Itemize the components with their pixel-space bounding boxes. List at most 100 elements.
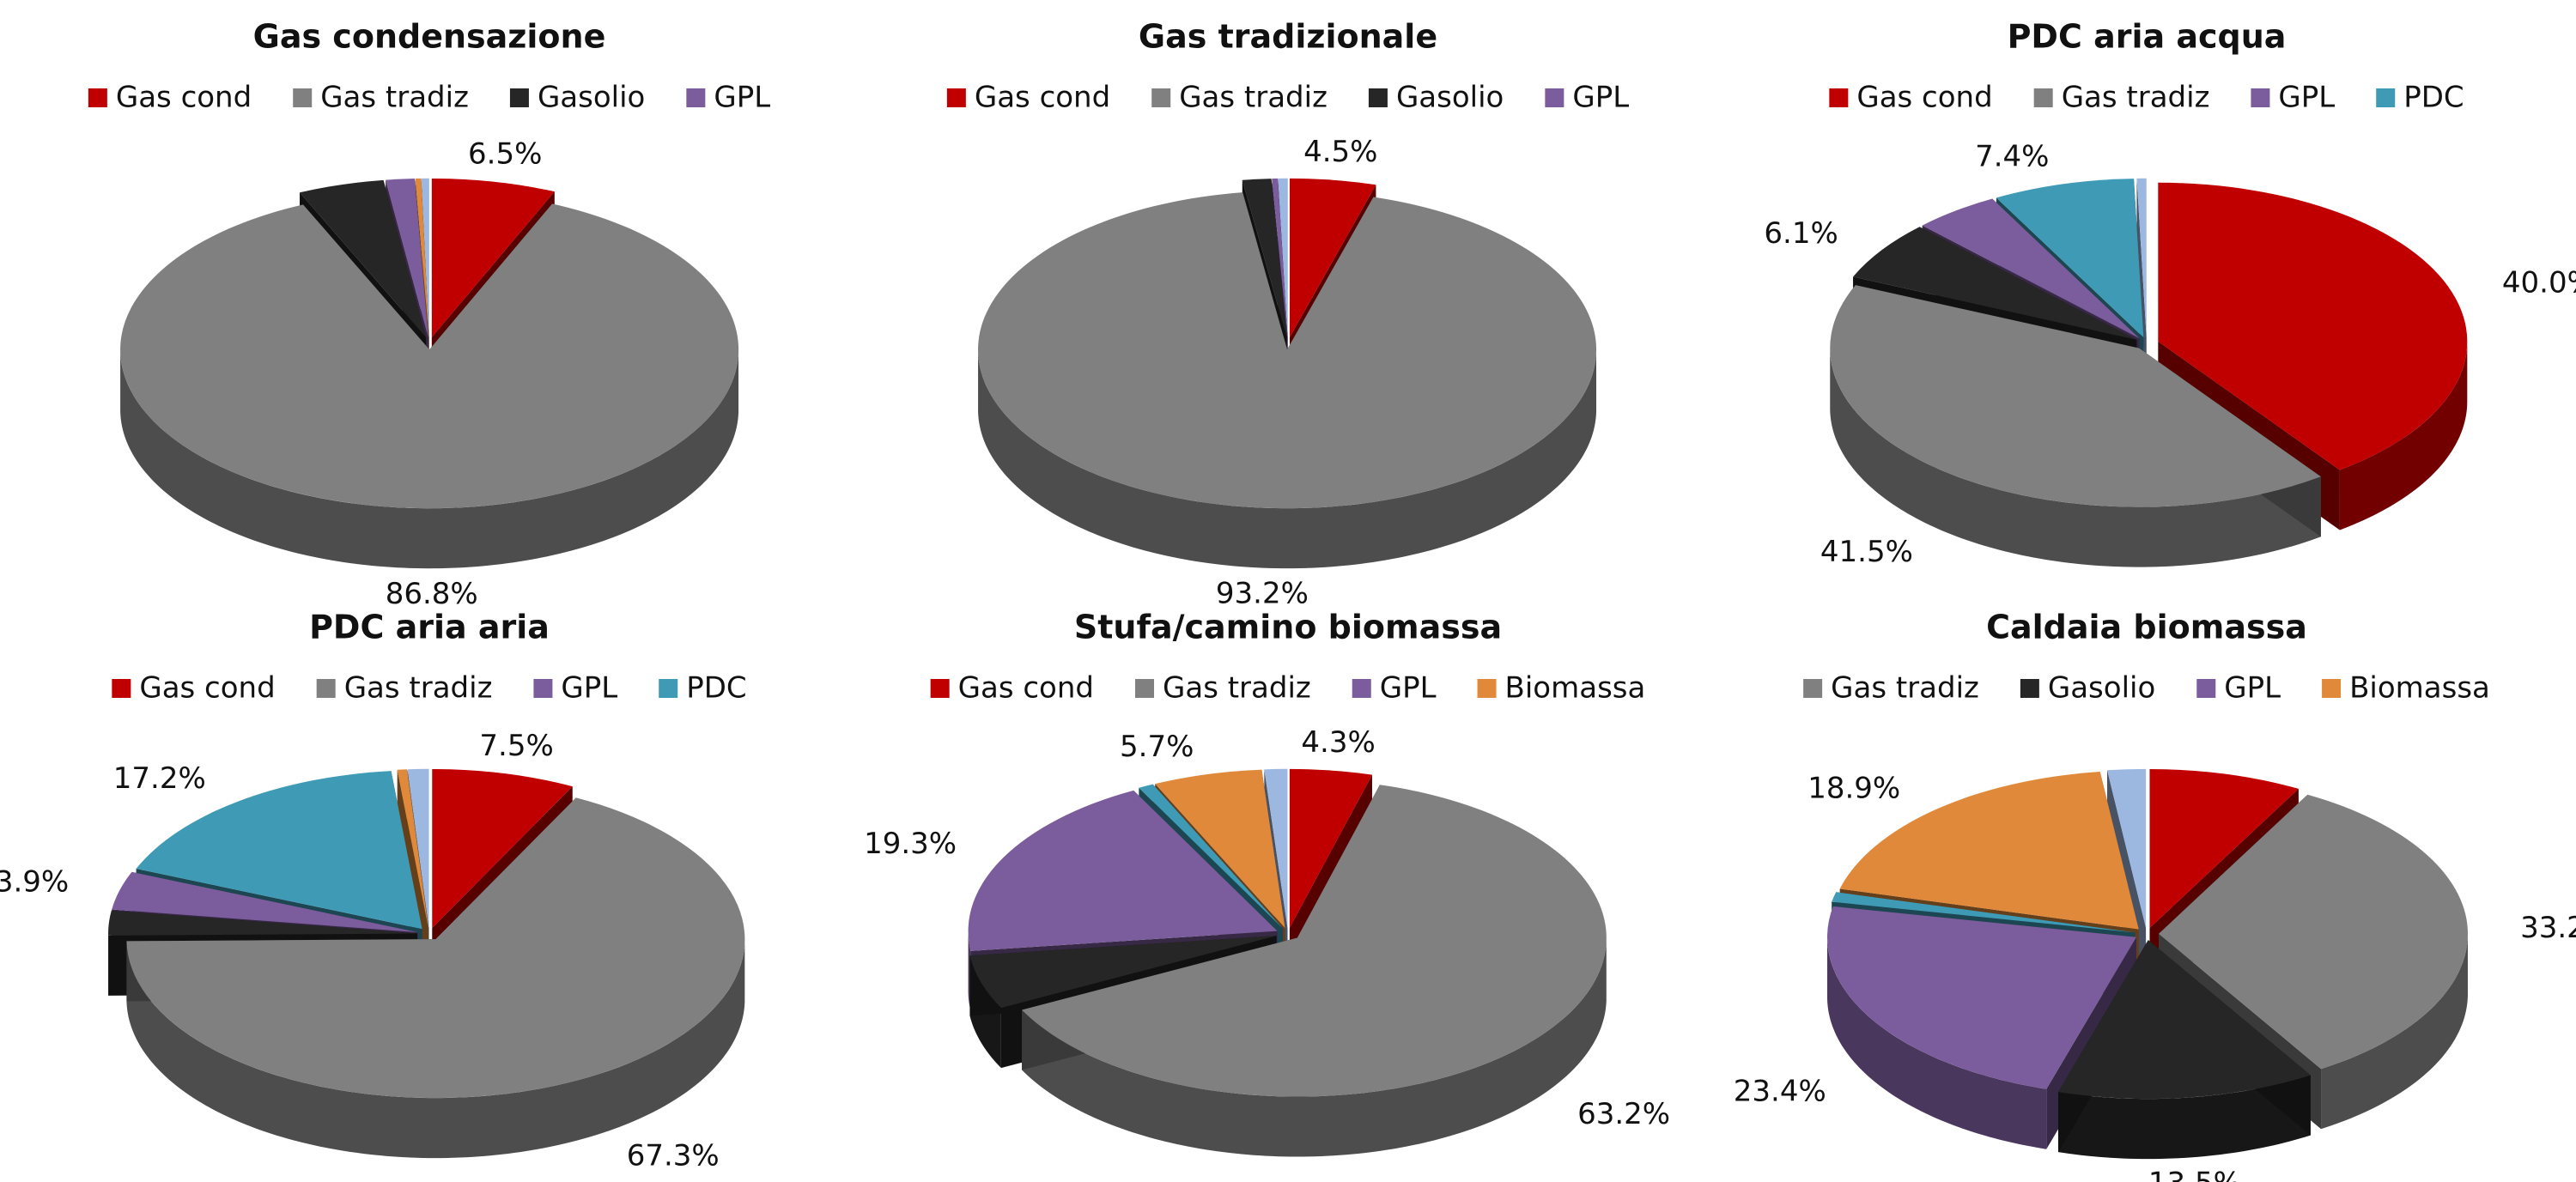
legend-label: Gas cond [139,671,275,706]
slice-side [1022,940,1607,1157]
slice [1996,179,2144,338]
pie-tops [978,178,1597,509]
legend: Gas cond Gas tradiz GPL Biomassa [930,671,1646,706]
legend-label: GPL [2224,671,2281,706]
slice [126,797,745,1099]
legend-label: GPL [561,671,617,706]
slice [1278,178,1288,337]
slice [120,203,739,509]
slice-side [1826,937,2047,1149]
slice [1022,785,1607,1097]
legend-swatch [2376,88,2396,107]
data-label: 3.9% [0,864,69,899]
chart-title: Gas tradizionale [1139,18,1437,56]
data-label: 4.3% [1301,725,1375,760]
legend-swatch [1477,679,1497,698]
slice-side [978,351,1597,569]
data-label: 23.4% [1734,1075,1826,1109]
legend-label: Gas tradiz [320,81,469,115]
slice [1922,198,2140,339]
slice [2058,940,2311,1100]
chart-title: Stufa/camino biomassa [1074,609,1502,646]
chart-panel: Gas tradizionale Gas cond Gas tradiz Gasoli… [946,18,1629,611]
legend-label: Biomassa [2349,671,2490,706]
legend-label: Gas tradiz [344,671,493,706]
data-label: 7.5% [479,729,553,763]
slice [112,871,418,933]
slice [432,769,573,929]
legend-swatch [1352,679,1371,698]
slice-side [126,941,745,1159]
pie-tops [968,768,1607,1097]
legend: Gas cond Gas tradiz Gasolio GPL [946,81,1629,115]
slice [386,179,428,337]
slice [1826,906,2136,1089]
slice [431,178,555,337]
chart-panel: Gas condensazione Gas cond Gas tradiz Gasol… [88,18,770,611]
data-label: 93.2% [1216,577,1309,611]
slice [1832,892,2136,933]
legend-label: Gas tradiz [1831,671,1979,706]
pie-tops [120,178,739,509]
legend-swatch [2033,88,2053,107]
legend-swatch [1545,88,1564,107]
slice [108,910,418,936]
chart-title: Gas condensazione [253,18,606,56]
pie-tops [1826,768,2468,1100]
data-label: 6.5% [468,137,542,172]
legend-swatch [2020,679,2039,698]
legend-label: Biomassa [1505,671,1646,706]
slice [136,771,422,930]
pie-tops [1830,178,2468,507]
slice [1289,768,1372,928]
slice [300,179,427,338]
slice-side [2321,934,2468,1130]
data-label: 18.9% [1807,771,1900,805]
slice [397,769,428,928]
legend-label: Gasolio [1396,81,1504,115]
slice-side [2339,342,2468,530]
legend-label: GPL [2278,81,2335,115]
data-label: 6.1% [1764,216,1838,251]
chart-title: Caldaia biomassa [1986,609,2307,646]
legend-swatch [1368,88,1388,107]
data-label: 67.3% [627,1138,720,1173]
legend-label: GPL [1380,671,1437,706]
legend-label: Gas tradiz [1163,671,1311,706]
legend-swatch [293,88,313,107]
legend-swatch [2251,88,2270,107]
slice [421,178,429,337]
data-label: 19.3% [864,827,957,861]
slice [1139,784,1283,929]
slice-side [1830,349,2321,567]
slice [1830,285,2321,507]
legend-label: Gas cond [1856,81,1992,115]
legend-swatch [659,679,678,698]
legend-swatch [509,88,529,107]
legend-swatch [533,679,553,698]
data-label: 63.2% [1577,1097,1670,1131]
slice [1264,768,1288,928]
legend-swatch [2196,679,2216,698]
legend: Gas cond Gas tradiz Gasolio GPL [88,81,770,115]
slice [407,768,429,928]
data-label: 7.4% [1975,140,2049,174]
legend-swatch [686,88,706,107]
slice-side [2058,1075,2311,1160]
slice [969,936,1277,1009]
chart-panel: PDC aria aria Gas cond Gas tradiz GPL PDC 7.5… [0,609,747,1173]
legend: Gas cond Gas tradiz GPL PDC [1829,81,2464,115]
legend: Gas cond Gas tradiz GPL PDC [112,671,747,706]
slice [2107,768,2147,928]
legend-label: PDC [2403,81,2464,115]
legend-swatch [1803,679,1823,698]
slice [2149,769,2299,929]
slice [1853,227,2137,340]
legend-swatch [1135,679,1155,698]
legend-swatch [946,88,966,107]
slice [1155,769,1285,929]
slice [1272,178,1288,337]
legend-label: Gas tradiz [1179,81,1327,115]
data-label: 13.5% [2148,1166,2241,1182]
